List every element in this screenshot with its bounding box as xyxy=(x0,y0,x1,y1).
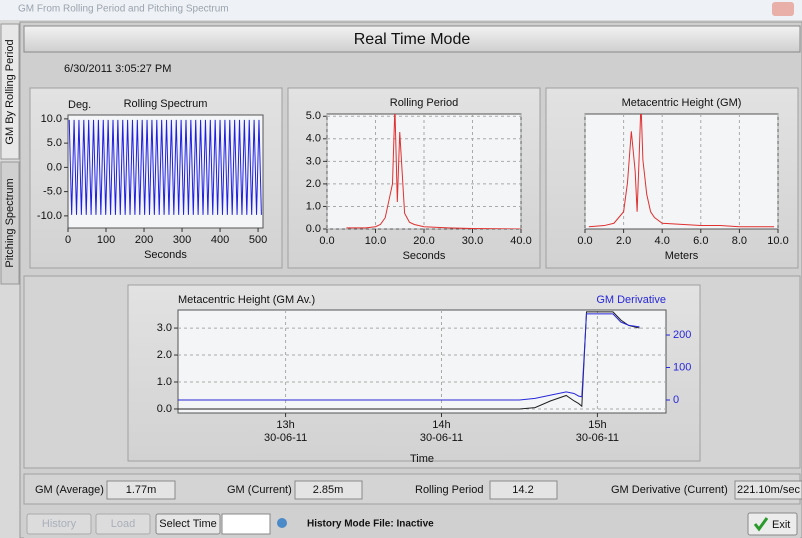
x-tick-label: 0 xyxy=(65,234,71,246)
y-tick-label: 3.0 xyxy=(157,322,172,334)
x-axis-label: Seconds xyxy=(144,249,187,261)
y2-tick-label: 200 xyxy=(673,329,691,341)
chart-title: Rolling Period xyxy=(390,97,458,109)
status-label: GM (Current) xyxy=(227,484,292,496)
exit-icon xyxy=(753,517,769,532)
button-label: History xyxy=(42,518,77,530)
status-label: GM Derivative (Current) xyxy=(611,484,728,496)
x-tick-label: 4.0 xyxy=(655,235,670,247)
status-value: 221.10m/sec xyxy=(737,484,800,496)
plot-area xyxy=(584,113,779,230)
tab[interactable] xyxy=(0,161,20,285)
window-title: GM From Rolling Period and Pitching Spec… xyxy=(18,4,229,15)
load-button[interactable] xyxy=(95,513,151,535)
x-tick-label: 200 xyxy=(135,234,153,246)
y-tick-label: 1.0 xyxy=(157,376,172,388)
chart-title: Metacentric Height (GM) xyxy=(622,97,742,109)
button-label: Select Time xyxy=(159,518,216,530)
x-tick-label: 300 xyxy=(173,234,191,246)
x-tick-label: 13h 30-06-11 xyxy=(264,419,307,444)
y2-axis-label: GM Derivative xyxy=(596,294,666,306)
x-tick-label: 15h 30-06-11 xyxy=(576,419,619,444)
time-picker-icon[interactable] xyxy=(277,518,287,528)
x-tick-label: 14h 30-06-11 xyxy=(420,419,463,444)
status-box xyxy=(106,480,176,500)
data-line xyxy=(346,114,521,229)
select-time-button[interactable] xyxy=(155,513,221,535)
chart-title: Rolling Spectrum xyxy=(124,98,208,110)
y-tick-label: -10.0 xyxy=(37,210,62,222)
data-line xyxy=(178,311,640,410)
x-tick-label: 10.0 xyxy=(365,235,386,247)
y-tick-label: 5.0 xyxy=(306,110,321,122)
data-line xyxy=(178,313,640,401)
x-tick-label: 0.0 xyxy=(319,235,334,247)
y-axis-label: Deg. xyxy=(68,99,91,111)
x-axis-label: Seconds xyxy=(403,250,446,262)
tab-label: Pitching Spectrum xyxy=(4,178,16,267)
x-tick-label: 20.0 xyxy=(413,235,434,247)
status-value: 2.85m xyxy=(313,484,344,496)
x-tick-label: 40.0 xyxy=(510,235,531,247)
y2-tick-label: 0 xyxy=(673,394,679,406)
y-tick-label: 1.0 xyxy=(306,200,321,212)
x-tick-label: 0.0 xyxy=(577,235,592,247)
header-title: Real Time Mode xyxy=(354,31,471,48)
time-input[interactable] xyxy=(221,513,271,535)
status-value: 1.77m xyxy=(126,484,157,496)
x-axis-label: Time xyxy=(410,453,434,465)
tab[interactable] xyxy=(0,23,20,160)
plot-area xyxy=(177,309,667,414)
x-tick-label: 2.0 xyxy=(616,235,631,247)
button-bar xyxy=(24,510,800,538)
y-tick-label: 0.0 xyxy=(306,223,321,235)
history-mode: History Mode File: Inactive xyxy=(307,519,434,530)
title-bar xyxy=(0,0,802,20)
y-tick-label: 4.0 xyxy=(306,133,321,145)
status-box xyxy=(734,480,802,500)
y-tick-label: 0.0 xyxy=(157,403,172,415)
button-label: Load xyxy=(111,518,135,530)
status-box xyxy=(489,480,558,500)
header-bar xyxy=(23,25,801,53)
data-line xyxy=(588,114,775,228)
button-label: Exit xyxy=(772,519,790,531)
y-tick-label: 0.0 xyxy=(47,161,62,173)
tab-label: GM By Rolling Period xyxy=(4,39,16,144)
status-label: Rolling Period xyxy=(415,484,483,496)
x-tick-label: 30.0 xyxy=(462,235,483,247)
x-tick-label: 500 xyxy=(249,234,267,246)
data-line xyxy=(68,119,262,215)
x-tick-label: 6.0 xyxy=(693,235,708,247)
x-tick-label: 8.0 xyxy=(732,235,747,247)
history-button[interactable] xyxy=(26,513,92,535)
y-tick-label: 3.0 xyxy=(306,155,321,167)
plot-area xyxy=(326,113,522,230)
y-tick-label: 2.0 xyxy=(157,349,172,361)
status-label: GM (Average) xyxy=(35,484,104,496)
x-tick-label: 10.0 xyxy=(767,235,788,247)
y-axis-label: Metacentric Height (GM Av.) xyxy=(178,294,315,306)
timestamp: 6/30/2011 3:05:27 PM xyxy=(64,63,171,75)
y-tick-label: 2.0 xyxy=(306,178,321,190)
x-axis-label: Meters xyxy=(665,250,699,262)
y2-tick-label: 100 xyxy=(673,361,691,373)
y-tick-label: 5.0 xyxy=(47,137,62,149)
status-box xyxy=(294,480,363,500)
x-tick-label: 400 xyxy=(211,234,229,246)
x-tick-label: 100 xyxy=(97,234,115,246)
status-value: 14.2 xyxy=(512,484,533,496)
y-tick-label: -5.0 xyxy=(43,186,62,198)
close-button[interactable] xyxy=(772,2,794,16)
y-tick-label: 10.0 xyxy=(41,113,62,125)
